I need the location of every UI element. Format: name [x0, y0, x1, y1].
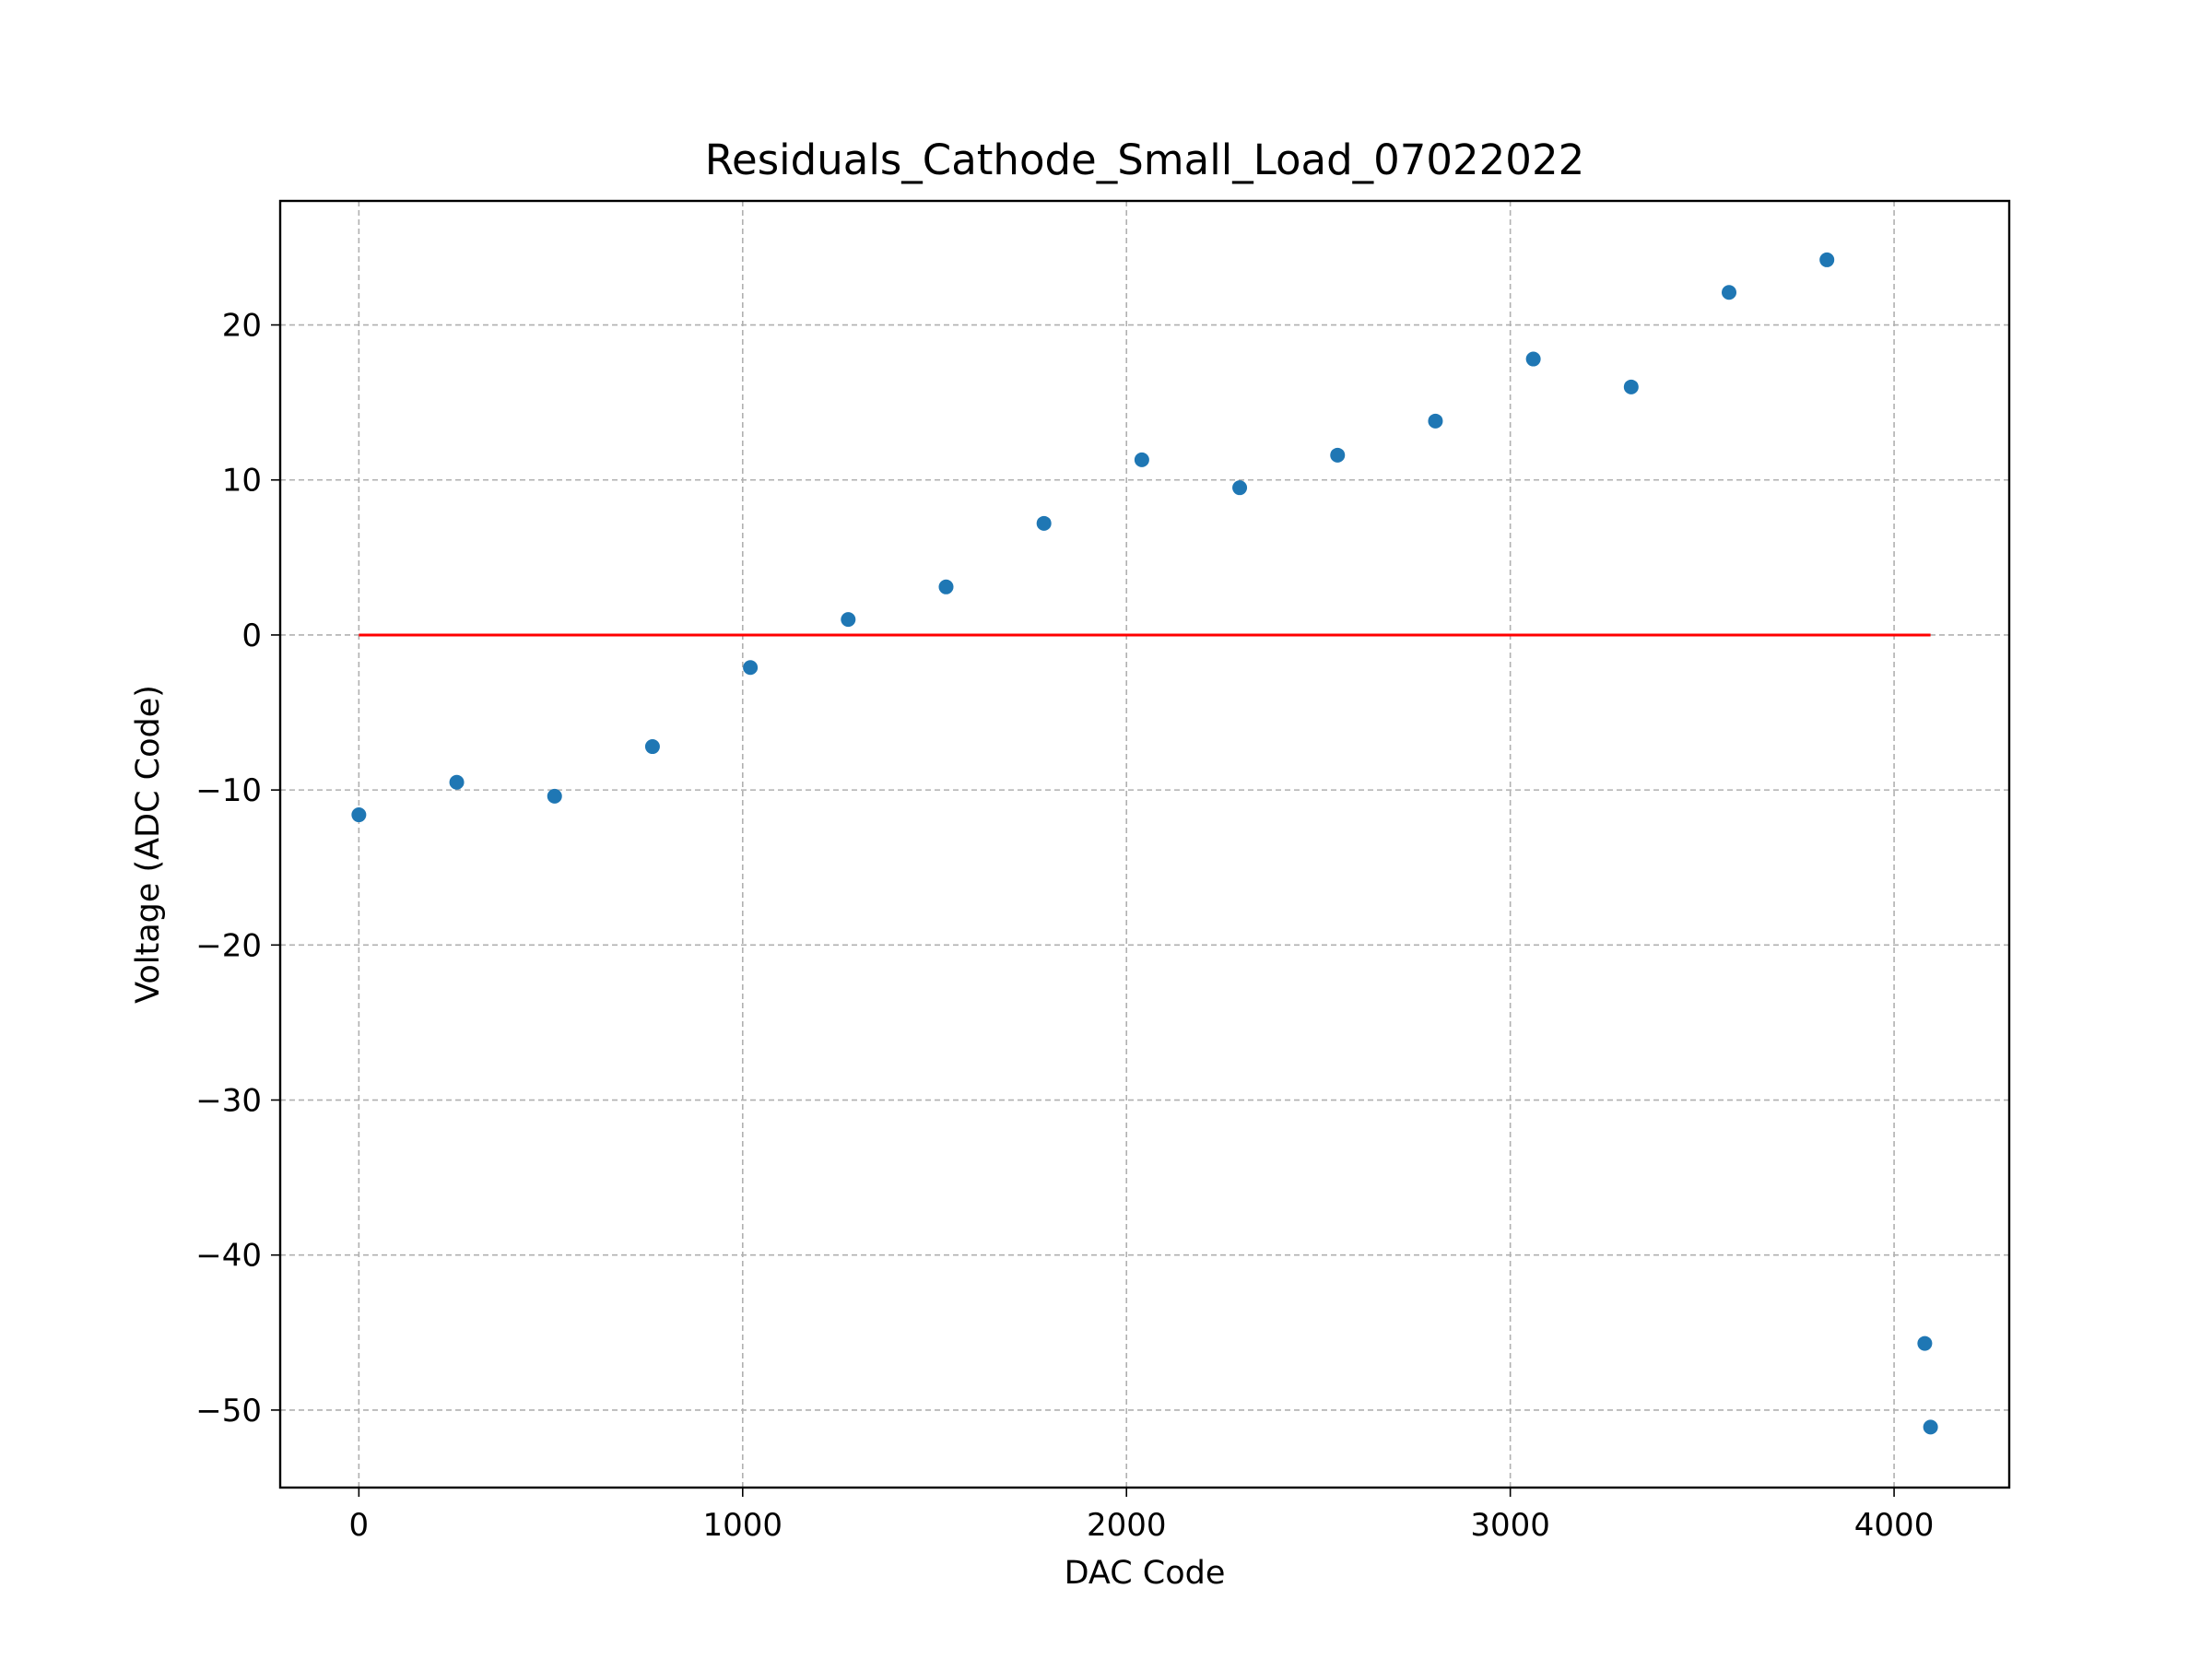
data-point [1722, 285, 1737, 300]
y-tick-label: 0 [241, 618, 262, 654]
y-tick-label: −50 [195, 1393, 262, 1430]
data-point [938, 579, 954, 594]
y-tick-label: −10 [195, 772, 262, 809]
data-point [449, 774, 465, 790]
data-point [1819, 252, 1835, 267]
data-point [1525, 351, 1541, 367]
grid [280, 201, 2009, 1488]
plot-series [351, 252, 1938, 1435]
data-point [351, 807, 367, 823]
y-tick-label: 10 [222, 463, 262, 500]
data-point [547, 788, 562, 804]
data-point [1036, 515, 1052, 531]
x-axis-label: DAC Code [1065, 1555, 1226, 1592]
data-point [743, 660, 759, 676]
plot-frame [278, 199, 2011, 1489]
data-point [1623, 379, 1639, 394]
data-point [644, 739, 660, 755]
chart-title: Residuals_Cathode_Small_Load_07022022 [705, 135, 1584, 184]
y-tick-label: −40 [195, 1238, 262, 1275]
y-tick-label: −20 [195, 927, 262, 964]
data-point [1428, 413, 1443, 429]
y-tick-label: 20 [222, 308, 262, 345]
x-tick-label: 3000 [1470, 1507, 1550, 1544]
x-tick-label: 4000 [1854, 1507, 1935, 1544]
x-tick-label: 1000 [703, 1507, 783, 1544]
x-tick-label: 2000 [1087, 1507, 1167, 1544]
data-point [1232, 480, 1248, 496]
y-axis-label: Voltage (ADC Code) [130, 685, 167, 1004]
data-point [1330, 447, 1346, 463]
axis-ticks: 0 1000 2000 3000 4000 20 10 0 −10 −20 −30 −40 −50 [195, 308, 1934, 1544]
data-point [841, 612, 856, 628]
data-point [1923, 1419, 1938, 1435]
data-point [1917, 1335, 1933, 1351]
data-point [1134, 452, 1149, 467]
x-tick-label: 0 [349, 1507, 370, 1544]
y-tick-label: −30 [195, 1083, 262, 1120]
